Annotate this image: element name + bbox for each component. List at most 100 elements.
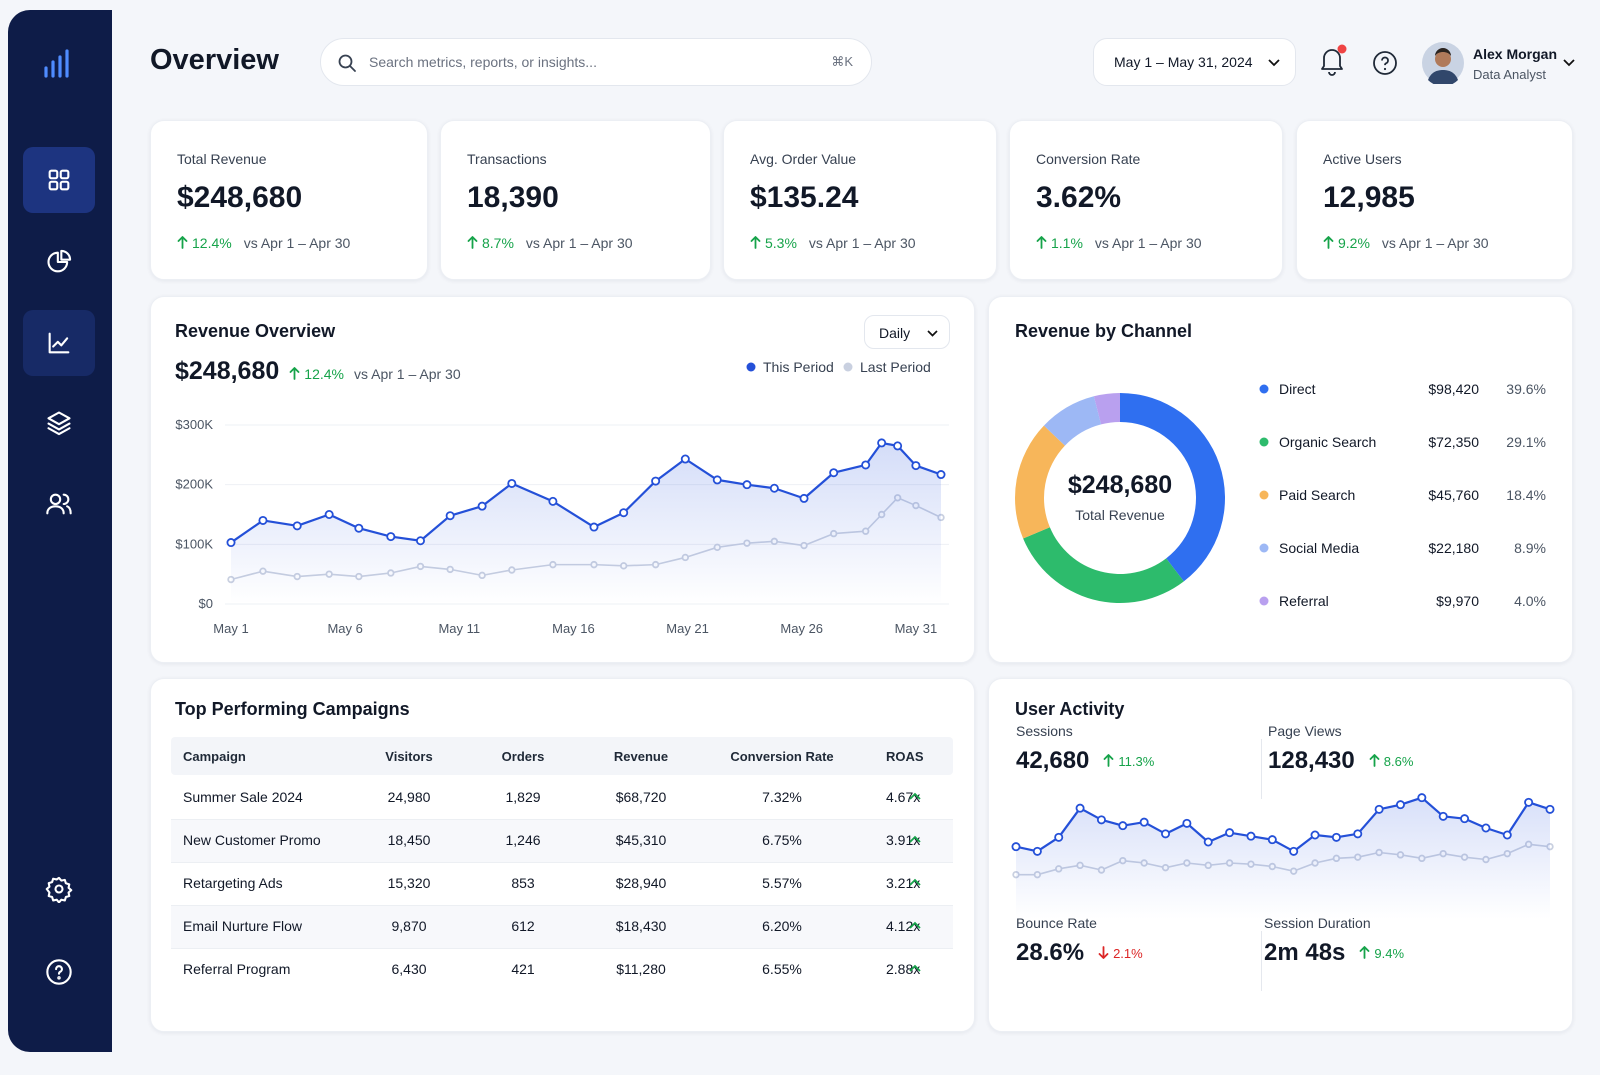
table-cell: 3.91x [886,832,921,848]
help-icon[interactable] [1372,50,1398,76]
divider [1261,931,1262,991]
point [589,522,599,532]
legend-percent: 39.6% [1506,381,1546,397]
point [1011,842,1021,852]
trend-arrow [1323,236,1334,249]
nav-settings[interactable] [23,856,95,922]
point [1096,815,1106,825]
area [1016,797,1550,919]
change: 8.7% [467,235,514,251]
row-divider [171,948,953,949]
caret-path [909,878,921,886]
table-cell: 1,829 [505,789,541,805]
point [258,515,268,525]
change: 5.3% [750,235,797,251]
kpi-card: Avg. Order Value $135.24 5.3% vs Apr 1 – Ap… [723,120,997,280]
column-header: Visitors [385,749,433,764]
arrow-path [467,236,478,249]
change-value: 12.4% [192,235,232,251]
change: 8.6% [1369,753,1413,769]
arrow-path [1098,945,1109,959]
table-cell: New Customer Promo [183,832,321,848]
table-cell: 6.75% [762,832,802,848]
point [911,461,921,471]
user-activity-card: User Activity Sessions 42,680 11.3% Page Vi… [988,678,1573,1032]
trend-arrow [750,236,761,249]
y-tick-label: $200K [175,477,213,492]
point [1460,814,1470,824]
table-cell: 6.55% [762,961,802,977]
metric-row: 128,430 8.6% [1268,747,1413,775]
legend-swatch [1259,437,1269,447]
point [445,511,455,521]
table-cell: Summer Sale 2024 [183,789,303,805]
legend-percent: 8.9% [1514,540,1546,556]
date-picker[interactable]: May 1 – May 31, 2024 [1093,38,1296,86]
nav-help[interactable] [23,939,95,1005]
legend-label: Direct [1279,381,1316,397]
legend-label: Organic Search [1279,434,1376,450]
trend-caret [909,964,921,972]
kpi-card: Conversion Rate 3.62% 1.1% vs Apr 1 – Apr 3… [1009,120,1283,280]
legend-amount: $72,350 [1428,434,1479,450]
point [226,538,236,548]
legend-swatch [843,362,853,372]
table-cell: 2.88x [886,961,921,977]
table-cell: 15,320 [387,875,431,891]
kpi-change-row: 1.1% vs Apr 1 – Apr 30 [1036,235,1202,251]
donut-segment [1120,393,1225,582]
legend-swatch [1259,543,1269,553]
point [1502,830,1512,840]
x-tick-label: May 31 [895,621,938,636]
period-select[interactable]: Daily [864,315,950,349]
table-cell: 4.12x [886,918,921,934]
legend-percent: 29.1% [1506,434,1546,450]
card-title: User Activity [1015,699,1125,719]
chevron [927,330,938,337]
nav-dashboard[interactable] [23,147,95,213]
kpi-change-row: 8.7% vs Apr 1 – Apr 30 [467,235,633,251]
point [1438,811,1448,821]
kpi-label: Conversion Rate [1036,151,1141,167]
column-header: Revenue [613,749,669,764]
nav-reports[interactable] [23,229,95,295]
trend-arrow [1360,945,1370,959]
arrow-path [1104,753,1114,767]
point [1374,804,1384,814]
donut-segment [1093,393,1120,425]
user-menu[interactable] [1563,58,1575,68]
search-box[interactable]: Search metrics, reports, or insights... … [320,38,872,86]
metric-label: Bounce Rate [1016,915,1097,931]
point [619,508,629,518]
avatar[interactable] [1422,42,1464,84]
channel-card: Revenue by Channel $248,680 Total Revenu… [988,296,1573,663]
arrow-path [1369,753,1380,767]
metric-value: 2m 48s [1264,939,1346,966]
nav-analytics[interactable] [23,310,95,376]
legend-percent: 4.0% [1514,593,1546,609]
nav-layers[interactable] [23,390,95,456]
change-value: 2.1% [1113,945,1143,961]
nav-users[interactable] [23,471,95,537]
donut-segment [1023,527,1184,603]
sidebar [8,10,112,1052]
arrow-path [1360,945,1370,959]
kpi-label: Active Users [1323,151,1402,167]
donut-center-label: Total Revenue [1075,507,1165,523]
search-icon [338,54,356,72]
caret-path [909,792,921,800]
legend-amount: $98,420 [1428,381,1479,397]
metric-label: Page Views [1268,723,1342,739]
card-title: Revenue Overview [175,321,336,341]
notifications[interactable] [1318,44,1348,78]
point [292,521,302,531]
arrow-path [177,236,188,249]
metric-label: Sessions [1016,723,1073,739]
legend-swatch [1259,490,1269,500]
column-header: Orders [501,749,545,764]
legend-amount: $45,760 [1428,487,1479,503]
arrow-path [289,367,300,380]
legend-percent: 18.4% [1506,487,1546,503]
kpi-value: 12,985 [1323,181,1415,214]
point [680,454,690,464]
